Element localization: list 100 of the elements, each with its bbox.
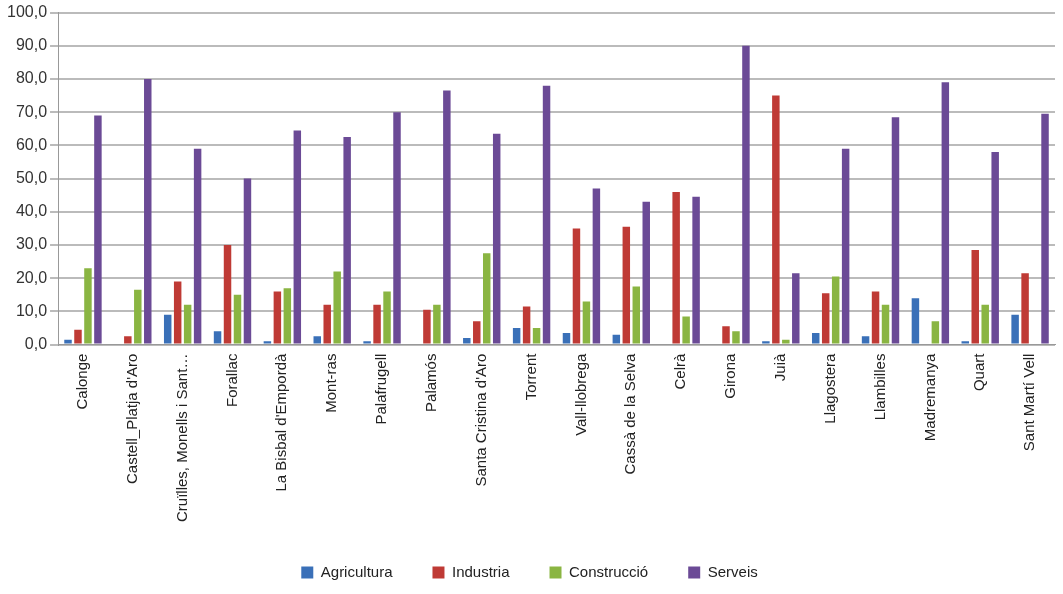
bar [782, 339, 790, 344]
bar [542, 85, 551, 344]
bar [612, 334, 621, 344]
bar [592, 188, 601, 344]
bar [831, 276, 840, 344]
bar [363, 341, 371, 344]
y-tick-label: 20,0 [15, 268, 48, 286]
bar [463, 337, 471, 344]
bar [941, 82, 950, 344]
bar [134, 289, 142, 344]
x-tick-label: Llambilles [870, 353, 888, 421]
bar [772, 95, 780, 344]
y-tick-label: 10,0 [15, 301, 48, 319]
x-tick-label: Cruïlles, Monells i Sant… [172, 353, 190, 523]
bar [991, 152, 999, 344]
legend-label: Construcció [569, 562, 649, 580]
bar [213, 331, 222, 344]
bar [343, 137, 351, 344]
bar [762, 341, 770, 344]
y-tick-label: 30,0 [15, 235, 48, 253]
bar [562, 332, 571, 344]
bar [971, 249, 979, 344]
bar [532, 328, 541, 344]
bar [482, 253, 491, 344]
bar [223, 245, 232, 344]
x-tick-label: La Bisbal d'Empordà [272, 352, 290, 492]
bar [672, 191, 680, 344]
y-tick-label: 70,0 [15, 102, 48, 120]
bar [323, 304, 331, 344]
x-tick-label: Palafrugell [372, 353, 390, 425]
bar [642, 201, 650, 344]
bar [1011, 314, 1019, 344]
bar [124, 336, 132, 344]
bar [632, 286, 641, 344]
bar [273, 291, 282, 344]
x-tick-label: Torrent [521, 352, 539, 401]
bar [183, 304, 192, 344]
bar [931, 321, 940, 344]
bar [742, 45, 750, 344]
bar [821, 293, 830, 344]
y-tick-label: 50,0 [15, 169, 48, 187]
bar [1041, 113, 1049, 344]
bar [144, 79, 152, 344]
bar [841, 148, 850, 344]
bar [283, 288, 292, 344]
bar [163, 314, 172, 344]
x-tick-label: Madremanya [920, 352, 938, 442]
bar [433, 304, 441, 344]
bar [572, 228, 581, 344]
bar [911, 298, 920, 344]
bar [792, 273, 800, 344]
bar [692, 196, 700, 344]
x-tick-label: Llagostera [820, 352, 838, 424]
y-tick-label: 90,0 [15, 36, 48, 54]
x-tick-label: Mont-ras [322, 353, 340, 413]
y-tick-label: 0,0 [24, 335, 48, 353]
bar [243, 178, 252, 344]
x-tick-label: Sant Martí Vell [1020, 353, 1038, 452]
bar [522, 306, 531, 344]
bar [173, 281, 182, 344]
legend-label: Agricultura [320, 562, 394, 580]
x-tick-label: Girona [721, 352, 739, 399]
bar [233, 294, 242, 344]
legend-label: Serveis [707, 562, 758, 580]
bar [861, 336, 870, 344]
bar [84, 268, 92, 344]
x-tick-label: Castell_Platja d'Aro [122, 353, 140, 485]
bar [881, 304, 890, 344]
x-tick-label: Santa Cristina d'Aro [471, 353, 489, 487]
bar [193, 148, 202, 344]
x-tick-label: Cassà de la Selva [621, 352, 639, 475]
bar [682, 316, 690, 344]
legend-label: Industria [451, 562, 511, 580]
bar [333, 271, 341, 344]
bar [811, 332, 820, 344]
bar [423, 309, 431, 344]
x-tick-label: Forallac [222, 353, 240, 407]
bar [961, 341, 970, 344]
y-tick-label: 80,0 [15, 69, 48, 87]
x-tick-label: Palamós [422, 353, 440, 412]
x-tick-label: Quart [970, 352, 988, 392]
x-tick-label: Juià [770, 352, 788, 382]
bar [263, 341, 272, 344]
bar [74, 329, 82, 344]
bar [473, 321, 481, 344]
bar [94, 115, 102, 344]
bar [622, 226, 631, 344]
bar [373, 304, 381, 344]
bar [64, 339, 72, 344]
bar [891, 117, 900, 344]
y-tick-label: 100,0 [6, 3, 48, 21]
x-tick-label: Calonge [73, 353, 91, 410]
bar [443, 90, 451, 344]
x-tick-label: Vall-llobrega [571, 352, 589, 436]
bar [1021, 273, 1029, 344]
bar [383, 291, 391, 344]
x-tick-label: Celrà [671, 352, 689, 390]
y-tick-label: 60,0 [15, 135, 48, 153]
bar [981, 304, 989, 344]
bar [582, 301, 591, 344]
